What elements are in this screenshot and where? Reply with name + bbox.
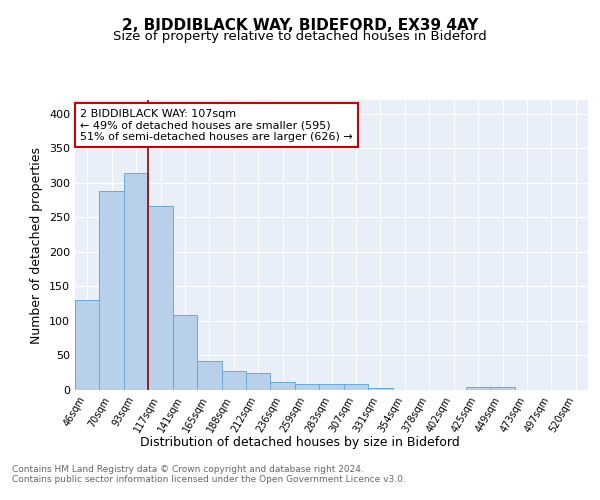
Bar <box>100 191 124 390</box>
Bar <box>466 386 490 390</box>
Bar <box>368 388 392 390</box>
Text: 2, BIDDIBLACK WAY, BIDEFORD, EX39 4AY: 2, BIDDIBLACK WAY, BIDEFORD, EX39 4AY <box>122 18 478 32</box>
Text: Size of property relative to detached houses in Bideford: Size of property relative to detached ho… <box>113 30 487 43</box>
Bar <box>246 372 271 390</box>
Bar <box>197 361 221 390</box>
Text: 2 BIDDIBLACK WAY: 107sqm
← 49% of detached houses are smaller (595)
51% of semi-: 2 BIDDIBLACK WAY: 107sqm ← 49% of detach… <box>80 108 353 142</box>
Bar <box>75 300 100 390</box>
Bar <box>295 384 319 390</box>
Bar <box>490 386 515 390</box>
Bar <box>124 172 148 390</box>
Y-axis label: Number of detached properties: Number of detached properties <box>31 146 43 344</box>
Bar <box>319 384 344 390</box>
Bar <box>344 384 368 390</box>
Bar <box>271 382 295 390</box>
Bar <box>221 372 246 390</box>
Text: Distribution of detached houses by size in Bideford: Distribution of detached houses by size … <box>140 436 460 449</box>
Bar <box>173 316 197 390</box>
Bar <box>148 206 173 390</box>
Text: Contains HM Land Registry data © Crown copyright and database right 2024.
Contai: Contains HM Land Registry data © Crown c… <box>12 465 406 484</box>
